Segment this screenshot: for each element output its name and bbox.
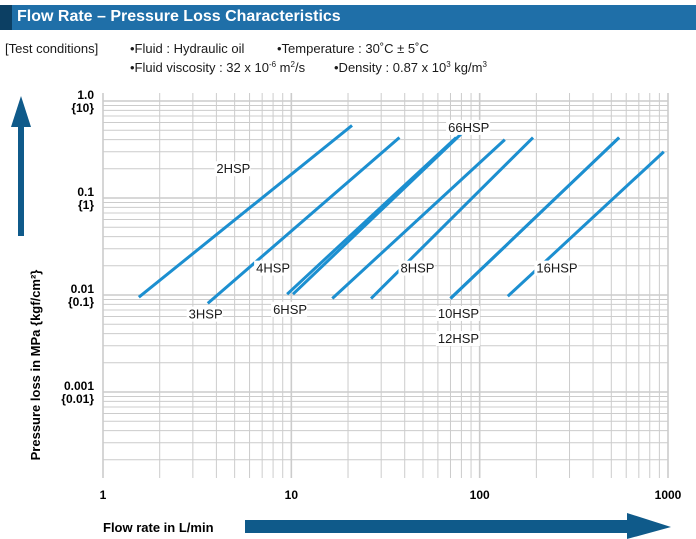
- series-label-bg: [435, 331, 480, 347]
- x-axis-arrow: [245, 513, 671, 539]
- condition-fluid: •Fluid : Hydraulic oil: [130, 41, 245, 56]
- x-tick-label: 10: [285, 488, 299, 502]
- test-conditions-label: [Test conditions]: [5, 41, 99, 56]
- x-tick-label: 1000: [655, 488, 682, 502]
- y-axis-title: Pressure loss in MPa {kgf/cm²}: [28, 270, 43, 461]
- series-label-2hsp: 2HSP: [216, 161, 250, 176]
- x-tick-label: 1: [100, 488, 107, 502]
- y-tick-label: 1.0: [77, 88, 94, 102]
- x-axis-title: Flow rate in L/min: [103, 520, 214, 535]
- page-title: Flow Rate – Pressure Loss Characteristic…: [17, 8, 341, 25]
- series-label-16hsp: 16HSP: [536, 261, 577, 276]
- series-label-bg: [398, 260, 435, 276]
- chart-ticks: 1.0{10} 0.1{1} 0.01{0.1} 0.001{0.01} 1 10 100 1…: [61, 88, 681, 502]
- series-label-bg: [271, 301, 308, 317]
- title-bar: Flow Rate – Pressure Loss Characteristic…: [0, 5, 696, 30]
- x-tick-label: 100: [470, 488, 490, 502]
- y-tick-label: 0.01: [71, 282, 95, 296]
- series-label-bg: [446, 119, 491, 135]
- series-label-3hsp: 3HSP: [189, 307, 223, 322]
- chart-grid: [102, 93, 669, 478]
- series-line-12hsp: [449, 136, 621, 300]
- series-label-bg: [435, 305, 480, 321]
- series-label-bg: [534, 260, 579, 276]
- y-axis-arrow-head: [11, 96, 31, 127]
- y-tick-label: 0.1: [77, 185, 94, 199]
- series-label-4hsp: 4HSP: [256, 261, 290, 276]
- chart-series-labels: 2HSP 3HSP 4HSP 6HSP 66HSP 8HSP 10HSP 12HSP 16HSP: [186, 119, 579, 347]
- series-label-8hsp: 8HSP: [401, 261, 435, 276]
- series-line-8hsp: [331, 138, 506, 300]
- y-tick-sublabel: {10}: [71, 101, 94, 115]
- y-tick-sublabel: {0.1}: [68, 295, 94, 309]
- condition-density: •Density : 0.87 x 103 kg/m3: [334, 60, 487, 75]
- series-label-12hsp: 12HSP: [438, 331, 479, 346]
- series-line-2hsp: [137, 124, 353, 299]
- series-line-16hsp: [506, 150, 665, 298]
- series-label-66hsp: 66HSP: [448, 120, 489, 135]
- y-tick-sublabel: {1}: [78, 198, 94, 212]
- series-line-3hsp: [206, 136, 401, 305]
- series-label-bg: [214, 161, 251, 177]
- condition-temperature: •Temperature : 30˚C ± 5˚C: [277, 41, 429, 56]
- condition-viscosity: •Fluid viscosity : 32 x 10-6 m2/s: [130, 60, 306, 75]
- series-line-6hsp: [291, 132, 463, 296]
- title-accent: [0, 5, 12, 30]
- series-label-10hsp: 10HSP: [438, 306, 479, 321]
- series-label-bg: [186, 306, 223, 322]
- y-axis-arrow-shaft: [18, 126, 24, 236]
- series-line-66hsp: [369, 136, 535, 300]
- chart-series: [137, 124, 665, 305]
- y-tick-sublabel: {0.01}: [61, 392, 94, 406]
- chart-axes: Pressure loss in MPa {kgf/cm²} Flow rate …: [11, 96, 671, 539]
- series-label-bg: [254, 260, 291, 276]
- series-label-6hsp: 6HSP: [273, 302, 307, 317]
- y-tick-label: 0.001: [64, 379, 94, 393]
